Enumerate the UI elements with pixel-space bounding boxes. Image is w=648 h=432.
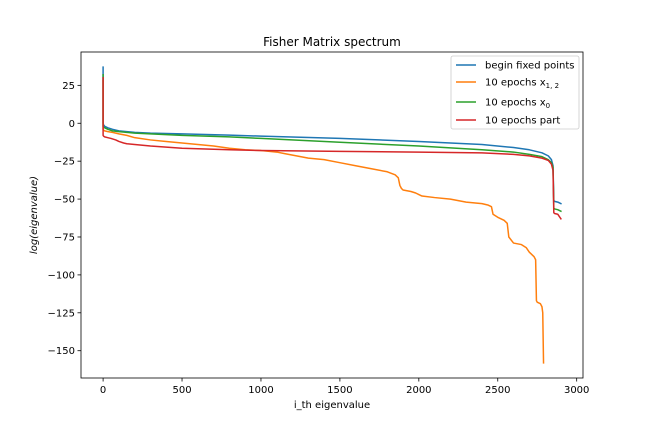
y-axis-label: log(eigenvalue) xyxy=(29,176,40,254)
x-tick-label: 3000 xyxy=(564,385,589,396)
legend-label-text: 10 epochs part xyxy=(485,116,560,127)
legend-label: 10 epochs part xyxy=(485,116,560,127)
y-tick-label: −50 xyxy=(54,195,75,206)
y-tick-label: −150 xyxy=(48,346,75,357)
y-axis-ticks: 25 0 −25 −50 −75 −100 −125 −150 xyxy=(48,81,81,357)
series-line-2 xyxy=(102,80,545,364)
legend-label: 10 epochs x0 xyxy=(485,98,550,111)
legend-label-text: 10 epochs x xyxy=(485,98,546,109)
chart-title: Fisher Matrix spectrum xyxy=(263,35,401,49)
legend-label-text: begin fixed points xyxy=(485,61,574,72)
x-tick-label: 1500 xyxy=(327,385,352,396)
plot-lines xyxy=(102,66,562,364)
y-tick-label: −25 xyxy=(54,157,75,168)
x-tick-label: 0 xyxy=(100,385,106,396)
legend-label-text: 10 epochs x xyxy=(485,78,546,89)
legend-label: begin fixed points xyxy=(485,61,574,72)
series-line-4 xyxy=(102,77,562,220)
axes-frame xyxy=(80,51,584,379)
y-tick-label: 25 xyxy=(62,81,75,92)
y-tick-label: −100 xyxy=(48,270,75,281)
x-tick-label: 2000 xyxy=(406,385,431,396)
y-tick-label: −125 xyxy=(48,308,75,319)
x-axis-ticks: 0 500 1000 1500 2000 2500 3000 xyxy=(100,378,589,396)
x-axis-label: i_th eigenvalue xyxy=(294,400,370,411)
legend-label-subscript: 1, 2 xyxy=(546,82,559,90)
x-tick-label: 1000 xyxy=(248,385,273,396)
legend-label: 10 epochs x1, 2 xyxy=(485,78,559,91)
legend-label-subscript: 0 xyxy=(546,102,550,110)
y-tick-label: −75 xyxy=(54,232,75,243)
x-tick-label: 500 xyxy=(172,385,191,396)
y-tick-label: 0 xyxy=(69,119,75,130)
legend-box xyxy=(450,55,580,130)
x-tick-label: 2500 xyxy=(485,385,510,396)
